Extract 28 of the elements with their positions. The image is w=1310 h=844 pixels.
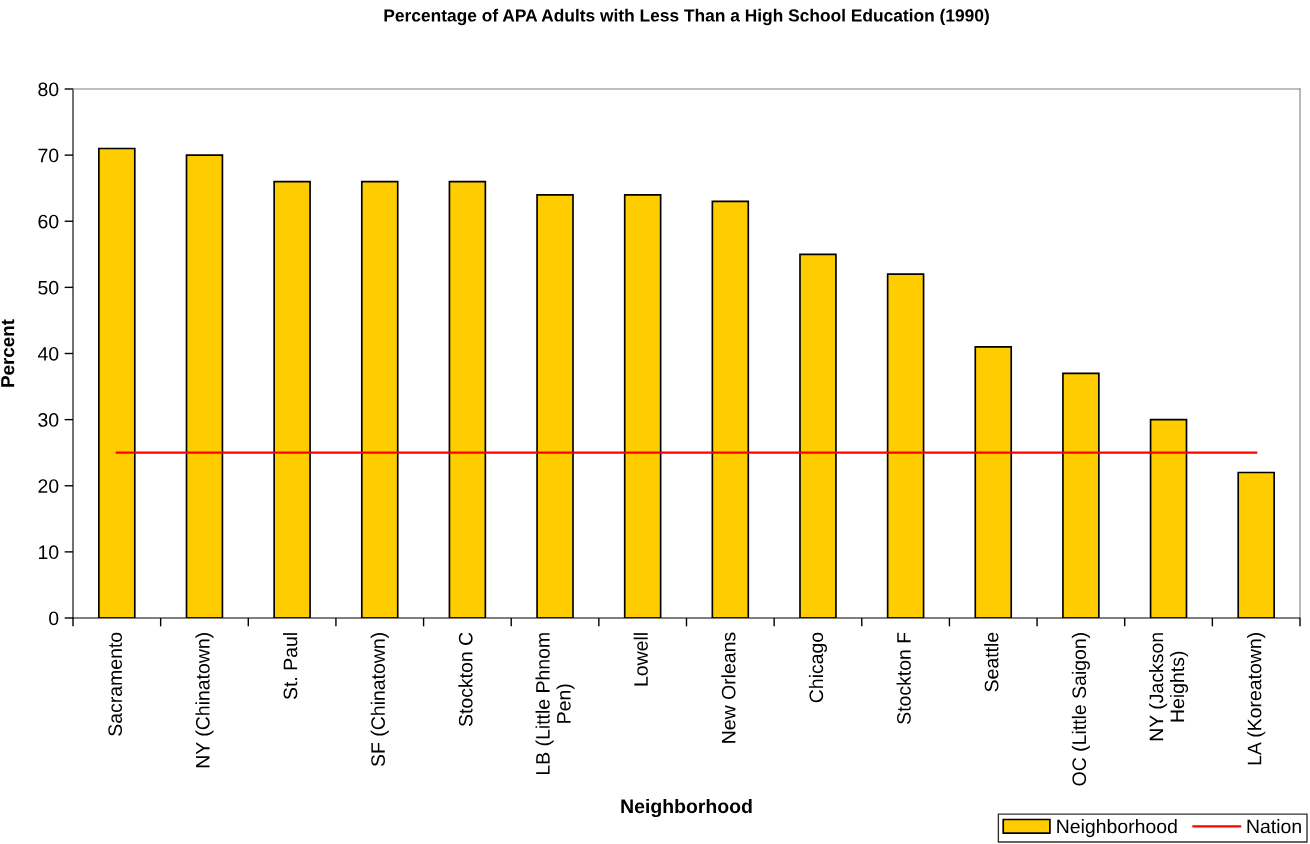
- y-tick-label: 50: [38, 280, 59, 295]
- y-tick-label: 20: [38, 479, 59, 493]
- x-tick-label: St. Paul: [283, 633, 298, 700]
- x-tick-label: LA (Koreatown): [1247, 633, 1266, 765]
- y-tick-label: 60: [38, 214, 59, 229]
- x-axis-title: Neighborhood: [621, 798, 752, 818]
- y-tick-label: 30: [38, 413, 59, 427]
- x-tick-label: Sacramento: [108, 632, 123, 736]
- x-tick-label: OC (Little Saigon): [1071, 633, 1090, 786]
- chart-title: Percentage of APA Adults with Less Than a High School Education (1990): [384, 8, 989, 26]
- y-tick-label: 0: [49, 611, 59, 626]
- x-tick-label: Chicago: [808, 632, 828, 703]
- y-axis-title: Percent: [1, 319, 15, 387]
- y-tick-label: 40: [37, 346, 59, 361]
- y-tick-label: 80: [38, 82, 59, 97]
- x-tick-label: NY (Chinatown): [195, 633, 214, 768]
- x-tick-label: Seattle: [984, 632, 999, 692]
- x-tick-label: Stockton F: [896, 632, 911, 724]
- x-tick-label: LB (Little Phnom Pen): [535, 633, 575, 775]
- legend-label: Neighborhood: [1057, 819, 1177, 838]
- y-tick-label: 10: [38, 545, 59, 560]
- x-tick-label: NY (Jackson Heights): [1149, 633, 1189, 741]
- legend-label: Nation: [1247, 819, 1301, 834]
- x-tick-label: Lowell: [633, 633, 648, 686]
- x-tick-label: New Orleans: [721, 632, 736, 743]
- y-tick-label: 70: [38, 148, 59, 163]
- x-tick-label: Stockton C: [458, 632, 473, 727]
- x-tick-label: SF (Chinatown): [370, 633, 389, 767]
